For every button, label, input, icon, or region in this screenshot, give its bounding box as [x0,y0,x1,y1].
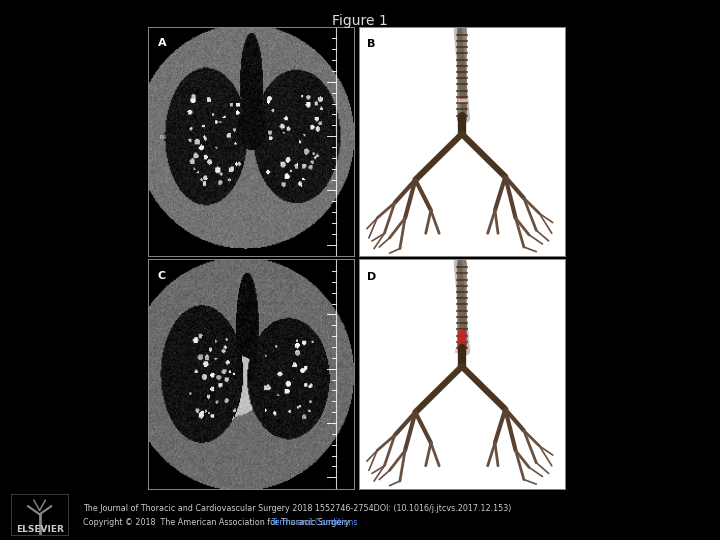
Text: Terms and Conditions: Terms and Conditions [271,518,358,526]
Text: ELSEVIER: ELSEVIER [16,525,63,534]
Text: The Journal of Thoracic and Cardiovascular Surgery 2018 1552746-2754DOI: (10.101: The Journal of Thoracic and Cardiovascul… [83,504,511,513]
Text: C: C [158,271,166,281]
Text: R4: R4 [160,134,167,139]
Text: Copyright © 2018  The American Association for Thoracic Surgery: Copyright © 2018 The American Associatio… [83,518,352,526]
Text: A: A [158,38,166,49]
Text: D: D [366,272,376,282]
Text: B: B [366,39,375,49]
Text: Figure 1: Figure 1 [332,14,388,28]
